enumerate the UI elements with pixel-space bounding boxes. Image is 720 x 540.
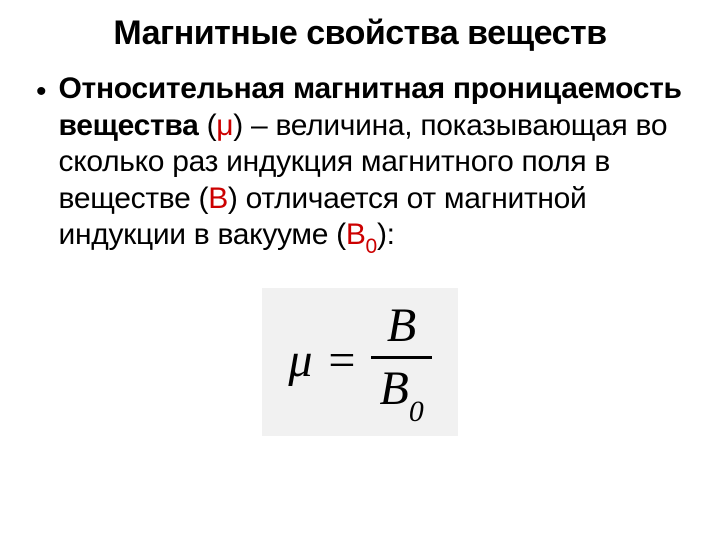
b-symbol: B bbox=[208, 182, 228, 215]
b0-zero-subscript: 0 bbox=[366, 235, 377, 258]
body-block: • Относительная магнитная проницаемость … bbox=[30, 71, 690, 258]
paren-close: ) bbox=[233, 109, 243, 142]
equals-sign: = bbox=[328, 337, 355, 385]
b0-symbol: B0 bbox=[346, 218, 377, 251]
slide-title: Магнитные свойства веществ bbox=[30, 14, 690, 53]
fraction-numerator: B bbox=[377, 302, 426, 356]
formula-row: μ = B B0 bbox=[288, 302, 431, 420]
paren-open: ( bbox=[199, 109, 217, 142]
slide: Магнитные свойства веществ • Относительн… bbox=[0, 0, 720, 540]
formula: μ = B B0 bbox=[262, 288, 457, 436]
bullet-icon: • bbox=[36, 73, 47, 111]
body-paragraph: Относительная магнитная проницаемость ве… bbox=[59, 71, 690, 258]
den-subscript: 0 bbox=[409, 395, 424, 428]
body-tail: ): bbox=[377, 218, 395, 251]
fraction: B B0 bbox=[371, 302, 431, 420]
fraction-denominator: B0 bbox=[371, 359, 431, 420]
b0-b: B bbox=[346, 218, 366, 251]
formula-container: μ = B B0 bbox=[30, 288, 690, 436]
den-b: B bbox=[379, 362, 408, 415]
formula-lhs: μ bbox=[288, 337, 312, 385]
mu-symbol: μ bbox=[216, 109, 233, 142]
